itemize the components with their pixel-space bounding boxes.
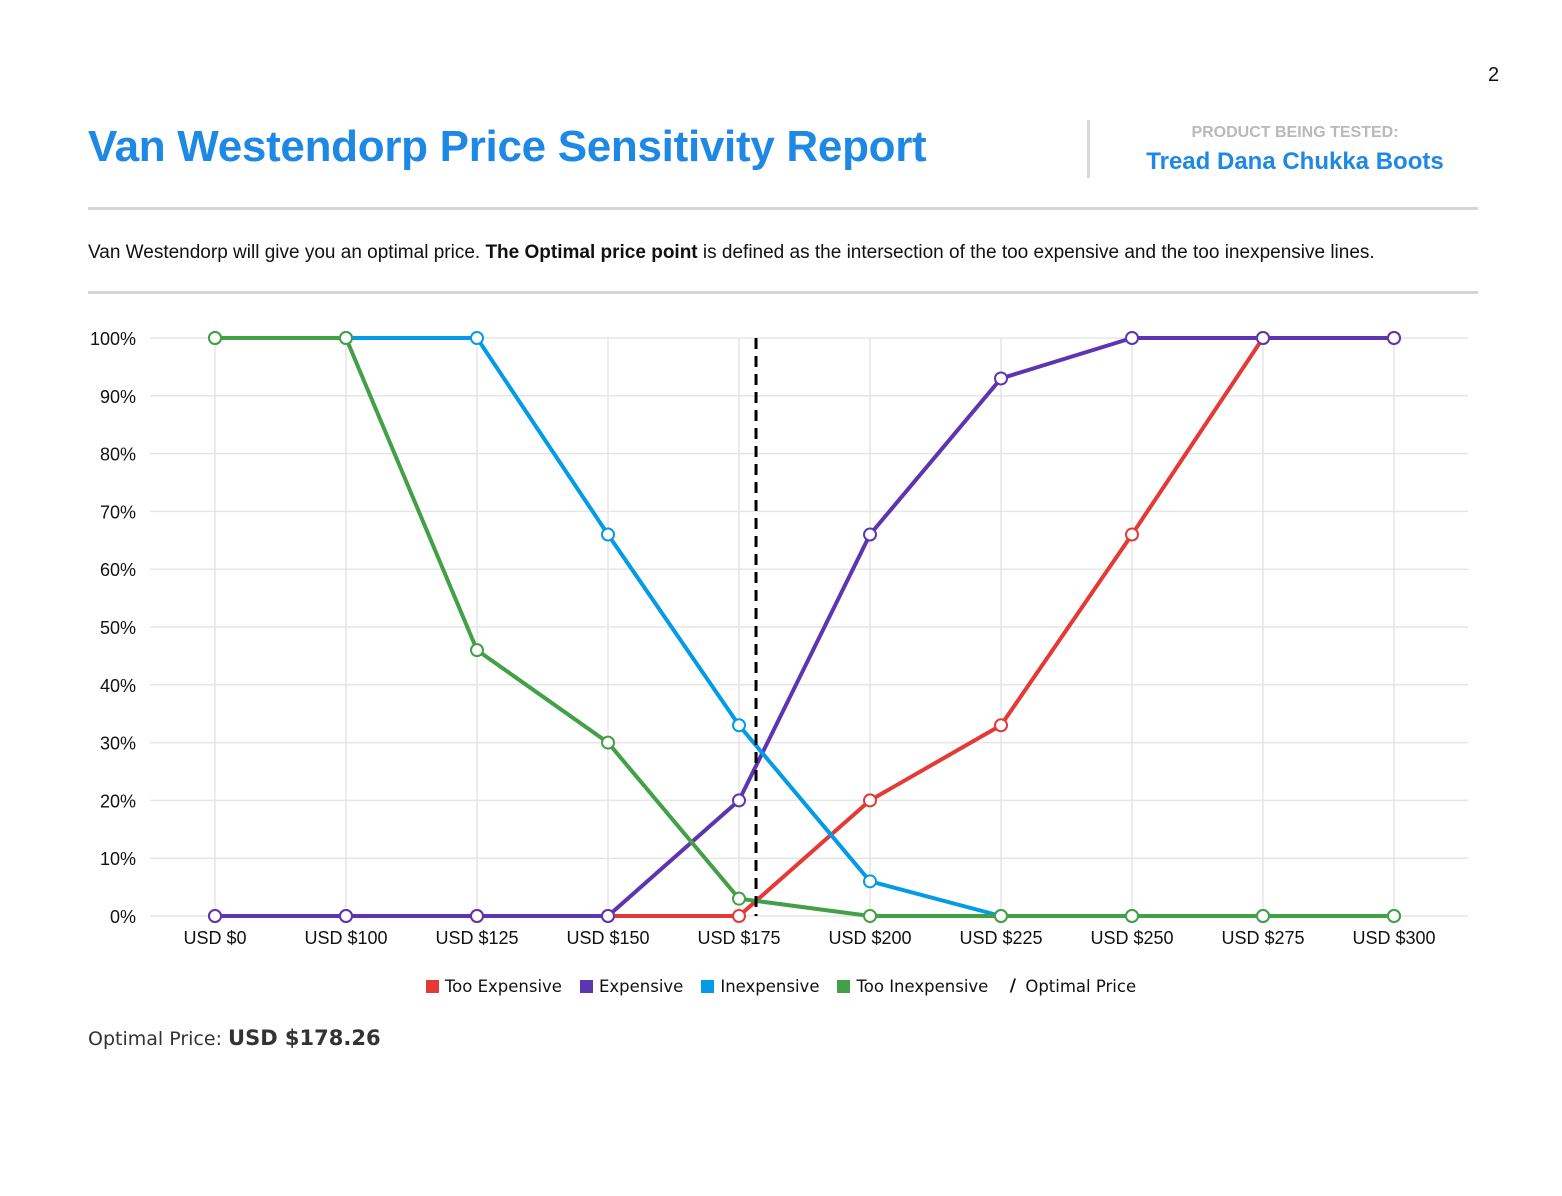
y-tick-label: 80% [100, 445, 136, 465]
legend-label-expensive: Expensive [598, 976, 684, 996]
x-tick-label: USD $225 [959, 928, 1042, 948]
x-tick-label: USD $300 [1352, 928, 1435, 948]
x-tick-label: USD $250 [1090, 928, 1173, 948]
data-point-too-inexpensive [1387, 909, 1401, 923]
data-point-too-inexpensive [601, 735, 615, 750]
data-point-expensive [732, 793, 746, 808]
data-point-too-inexpensive [208, 331, 222, 345]
x-tick-label: USD $125 [435, 928, 518, 948]
legend-item-too-expensive[interactable]: Too Expensive [425, 976, 562, 996]
description: Van Westendorp will give you an optimal … [88, 242, 1375, 264]
data-point-too-expensive [863, 793, 877, 808]
legend-item-expensive[interactable]: Expensive [579, 976, 684, 996]
x-tick-label: USD $100 [304, 928, 387, 948]
data-point-too-inexpensive [732, 891, 746, 906]
legend-label-inexpensive: Inexpensive [720, 976, 820, 996]
data-point-expensive [863, 527, 877, 542]
data-point-expensive [470, 909, 484, 923]
data-point-inexpensive [732, 718, 746, 733]
legend-swatch-too-expensive [425, 979, 439, 993]
optimal-price-label: Optimal Price: [88, 1028, 222, 1050]
data-point-expensive [1125, 331, 1139, 345]
data-point-too-expensive [994, 718, 1008, 733]
product-box: PRODUCT BEING TESTED: Tread Dana Chukka … [1110, 124, 1480, 176]
y-tick-label: 10% [100, 849, 136, 869]
data-point-too-inexpensive [1125, 909, 1139, 923]
legend-swatch-inexpensive [701, 979, 715, 993]
y-tick-label: 100% [90, 329, 136, 349]
data-point-too-inexpensive [339, 331, 353, 345]
data-point-inexpensive [863, 874, 877, 889]
description-rule [88, 291, 1478, 294]
chart-legend: Too Expensive Expensive Inexpensive Too … [0, 976, 1562, 996]
product-label: PRODUCT BEING TESTED: [1191, 124, 1399, 141]
series-line-too-inexpensive [213, 336, 1396, 918]
legend-item-too-inexpensive[interactable]: Too Inexpensive [837, 977, 988, 996]
description-text-before: Van Westendorp will give you an optimal … [88, 242, 486, 263]
x-tick-label: USD $0 [183, 928, 246, 948]
series-line-expensive [213, 336, 1396, 918]
data-point-expensive [1256, 331, 1270, 345]
data-point-too-expensive [732, 909, 746, 923]
data-point-expensive [1387, 331, 1401, 345]
data-point-too-inexpensive [1256, 909, 1270, 923]
header-rule [88, 207, 1478, 210]
x-tick-label: USD $200 [828, 928, 911, 948]
data-point-inexpensive [601, 527, 615, 542]
legend-slash-icon: / [1009, 976, 1016, 996]
header-divider [1087, 120, 1090, 178]
legend-label-too-inexpensive: Too Inexpensive [856, 976, 989, 996]
data-point-expensive [994, 371, 1008, 386]
legend-swatch-expensive [579, 979, 593, 993]
legend-item-inexpensive[interactable]: Inexpensive [701, 977, 819, 996]
optimal-price-value: USD $178.26 [228, 1026, 381, 1050]
y-tick-label: 50% [100, 618, 136, 638]
legend-swatch-too-inexpensive [837, 979, 851, 993]
description-bold: The Optimal price point [485, 242, 698, 263]
x-tick-label: USD $175 [697, 928, 780, 948]
data-point-inexpensive [470, 331, 484, 345]
legend-label-too-expensive: Too Expensive [444, 976, 562, 996]
data-point-expensive [601, 909, 615, 923]
description-text-after: is defined as the intersection of the to… [697, 242, 1375, 263]
x-tick-label: USD $150 [566, 928, 649, 948]
y-tick-label: 0% [110, 907, 136, 927]
data-point-expensive [339, 909, 353, 923]
data-point-too-inexpensive [994, 909, 1008, 923]
data-point-too-expensive [1125, 527, 1139, 542]
y-tick-label: 90% [100, 387, 136, 407]
data-point-too-inexpensive [863, 909, 877, 923]
y-tick-label: 60% [100, 560, 136, 580]
page-title: Van Westendorp Price Sensitivity Report [88, 122, 927, 171]
y-tick-label: 20% [100, 791, 136, 811]
legend-label-optimal-price: Optimal Price [1025, 976, 1137, 996]
data-point-too-inexpensive [470, 643, 484, 658]
optimal-price-summary: Optimal Price: USD $178.26 [88, 1026, 381, 1050]
x-tick-label: USD $275 [1221, 928, 1304, 948]
page-number: 2 [1488, 64, 1500, 86]
y-tick-label: 30% [100, 734, 136, 754]
product-name: Tread Dana Chukka Boots [1146, 148, 1444, 175]
y-tick-label: 70% [100, 502, 136, 522]
data-point-expensive [208, 909, 222, 923]
y-tick-label: 40% [100, 676, 136, 696]
legend-item-optimal-price[interactable]: / Optimal Price [1006, 976, 1136, 996]
